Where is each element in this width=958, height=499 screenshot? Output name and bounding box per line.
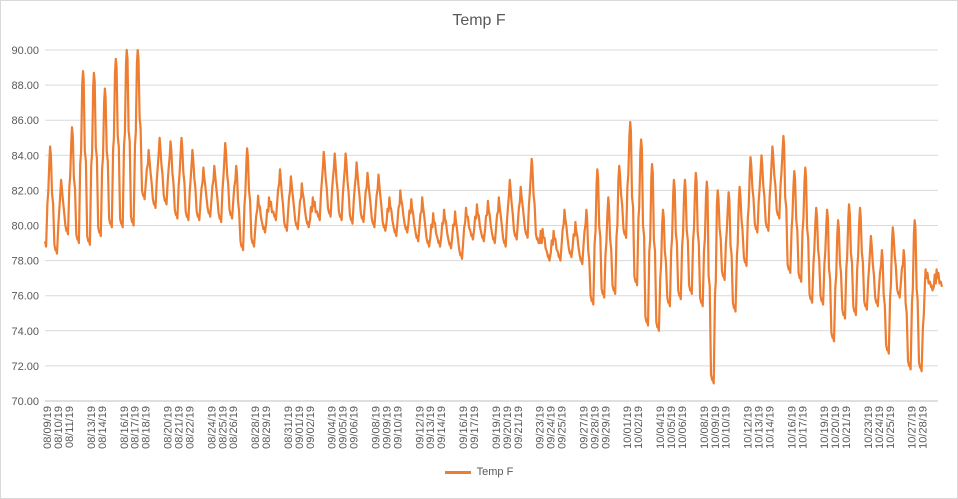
x-tick-label: 09/04/19	[327, 406, 339, 449]
series-line-temp-f	[43, 48, 943, 385]
y-tick-label: 84.00	[11, 150, 39, 162]
y-tick-label: 82.00	[11, 185, 39, 197]
x-tick-label: 10/17/19	[797, 406, 809, 449]
legend-swatch	[444, 470, 471, 474]
x-tick-label: 10/16/19	[786, 406, 798, 449]
x-tick-label: 10/25/19	[885, 406, 897, 449]
x-tick-label: 09/24/19	[546, 406, 558, 449]
x-tick-label: 09/21/19	[513, 406, 525, 449]
x-tick-label: 10/28/19	[918, 406, 930, 449]
x-tick-label: 10/12/19	[743, 406, 755, 449]
x-tick-label: 08/09/19	[42, 406, 54, 449]
y-tick-label: 90.00	[11, 45, 39, 57]
y-tick-label: 76.00	[11, 291, 39, 303]
x-tick-label: 09/20/19	[502, 406, 514, 449]
x-tick-label: 09/12/19	[414, 406, 426, 449]
x-tick-label: 09/02/19	[305, 406, 317, 449]
x-tick-label: 10/06/19	[677, 406, 689, 449]
x-tick-label: 08/21/19	[174, 406, 186, 449]
x-tick-label: 09/17/19	[469, 406, 481, 449]
x-tick-label: 08/28/19	[250, 406, 262, 449]
x-tick-label: 08/16/19	[119, 406, 131, 449]
x-tick-label: 08/18/19	[141, 406, 153, 449]
x-tick-label: 09/08/19	[370, 406, 382, 449]
x-tick-label: 10/24/19	[874, 406, 886, 449]
x-tick-label: 08/10/19	[53, 406, 65, 449]
x-tick-label: 10/05/19	[666, 406, 678, 449]
x-tick-label: 09/25/19	[557, 406, 569, 449]
x-tick-label: 09/23/19	[535, 406, 547, 449]
x-tick-label: 10/23/19	[863, 406, 875, 449]
x-tick-label: 08/20/19	[163, 406, 175, 449]
x-tick-label: 09/01/19	[294, 406, 306, 449]
x-tick-label: 08/25/19	[217, 406, 229, 449]
x-tick-label: 10/21/19	[841, 406, 853, 449]
x-tick-label: 09/29/19	[600, 406, 612, 449]
y-tick-label: 88.00	[11, 80, 39, 92]
x-tick-label: 10/13/19	[754, 406, 766, 449]
y-axis-ticks: 70.00 72.00 74.00 76.00 78.00 80.00 82.00 84.00…	[11, 45, 39, 408]
series-layer	[43, 48, 943, 385]
x-tick-label: 10/10/19	[721, 406, 733, 449]
x-tick-label: 09/10/19	[392, 406, 404, 449]
x-tick-label: 09/16/19	[458, 406, 470, 449]
x-tick-label: 09/13/19	[425, 406, 437, 449]
x-tick-label: 10/01/19	[622, 406, 634, 449]
y-tick-label: 78.00	[11, 256, 39, 268]
x-tick-label: 09/28/19	[589, 406, 601, 449]
legend-label: Temp F	[476, 466, 514, 478]
x-tick-label: 10/27/19	[907, 406, 919, 449]
x-tick-label: 08/17/19	[130, 406, 142, 449]
x-tick-label: 10/20/19	[830, 406, 842, 449]
x-tick-label: 10/09/19	[710, 406, 722, 449]
x-tick-label: 08/13/19	[86, 406, 98, 449]
x-tick-label: 08/22/19	[184, 406, 196, 449]
x-tick-label: 10/02/19	[633, 406, 645, 449]
x-tick-label: 10/08/19	[699, 406, 711, 449]
y-tick-label: 72.00	[11, 361, 39, 373]
x-tick-label: 09/14/19	[436, 406, 448, 449]
x-tick-label: 08/31/19	[283, 406, 295, 449]
chart-title: Temp F	[452, 12, 506, 29]
x-tick-label: 10/19/19	[819, 406, 831, 449]
x-tick-label: 09/05/19	[338, 406, 350, 449]
y-tick-label: 86.00	[11, 115, 39, 127]
x-tick-label: 09/06/19	[349, 406, 361, 449]
y-tick-label: 74.00	[11, 326, 39, 338]
x-tick-label: 10/04/19	[655, 406, 667, 449]
x-tick-label: 08/11/19	[64, 406, 76, 448]
x-tick-label: 08/26/19	[228, 406, 240, 449]
x-tick-label: 09/27/19	[578, 406, 590, 449]
y-tick-label: 80.00	[11, 221, 39, 233]
x-tick-label: 09/19/19	[491, 406, 503, 449]
x-tick-label: 08/14/19	[97, 406, 109, 449]
x-tick-label: 09/09/19	[381, 406, 393, 449]
x-tick-label: 08/24/19	[206, 406, 218, 449]
x-tick-label: 08/29/19	[261, 406, 273, 449]
y-tick-label: 70.00	[11, 396, 39, 408]
x-tick-label: 10/14/19	[764, 406, 776, 449]
legend: Temp F	[0, 466, 958, 478]
